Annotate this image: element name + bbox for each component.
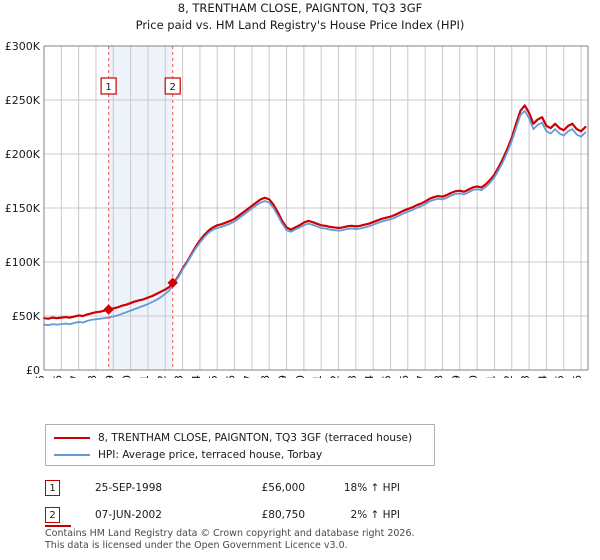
table-row[interactable]: 2 07-JUN-2002 £80,750 2% ↑ HPI (45, 501, 465, 528)
x-axis-tick-label: 2022 (502, 375, 515, 378)
annotation-label: 1 (105, 82, 111, 93)
footer-attribution: Contains HM Land Registry data © Crown c… (45, 528, 565, 551)
footer-divider (45, 525, 71, 527)
x-axis-tick-label: 2004 (190, 375, 203, 378)
x-axis-tick-label: 2021 (484, 375, 497, 378)
annotation-box (164, 77, 181, 95)
transaction-table: 1 25-SEP-1998 £56,000 18% ↑ HPI 2 07-JUN… (45, 474, 465, 528)
y-axis-tick-label: £300K (5, 40, 41, 53)
x-axis-tick-label: 2006 (225, 375, 238, 378)
x-axis-tick-label: 1996 (51, 375, 64, 378)
x-axis-tick-label: 2017 (415, 375, 428, 378)
series-line-property (42, 104, 587, 320)
transaction-date-2: 07-JUN-2002 (95, 508, 162, 521)
x-axis-tick-label: 2019 (450, 375, 463, 378)
annotation-label: 2 (170, 82, 176, 93)
x-axis-tick-label: 2015 (380, 375, 393, 378)
legend-swatch-hpi (54, 453, 90, 456)
x-axis-tick-label: 2001 (138, 375, 151, 378)
x-axis-tick-label: 2009 (277, 375, 290, 378)
x-axis-tick-label: 2002 (155, 375, 168, 378)
x-axis-tick-label: 1997 (69, 375, 82, 378)
x-axis-tick-label: 2008 (259, 375, 272, 378)
series-line-hpi (43, 109, 587, 327)
x-axis-tick-label: 2010 (294, 375, 307, 378)
x-axis-tick-label: 2013 (346, 375, 359, 378)
legend-label-hpi: HPI: Average price, terraced house, Torb… (98, 448, 323, 461)
chart-area: £0 £50K £100K £150K £200K £250K £300K 1995 1996 1… (0, 38, 600, 378)
page-title: 8, TRENTHAM CLOSE, PAIGNTON, TQ3 3GF Pri… (0, 0, 600, 34)
x-axis-tick-label: 2005 (207, 375, 220, 378)
legend-label-property: 8, TRENTHAM CLOSE, PAIGNTON, TQ3 3GF (te… (98, 431, 413, 444)
transaction-hpi-delta-1: 18% ↑ HPI (343, 481, 400, 494)
x-axis-tick-label: 1999 (103, 375, 116, 378)
x-axis-tick-label: 2003 (173, 375, 186, 378)
transaction-hpi-delta-2: 2% ↑ HPI (350, 508, 400, 521)
footer-copyright: Contains HM Land Registry data © Crown c… (45, 528, 415, 539)
x-axis-tick-label: 2000 (121, 375, 134, 378)
annotation-box (100, 77, 117, 95)
legend-item-hpi: HPI: Average price, terraced house, Torb… (54, 446, 426, 463)
table-row[interactable]: 1 25-SEP-1998 £56,000 18% ↑ HPI (45, 474, 465, 501)
title-subtitle: Price paid vs. HM Land Registry's House … (135, 18, 465, 32)
x-axis-tick-label: 1995 (34, 375, 47, 378)
x-axis-tick-label: 2025 (554, 375, 567, 378)
x-axis-tick-label: 2018 (432, 375, 445, 378)
x-axis-tick-label: 2023 (519, 375, 532, 378)
x-axis-tick-label: 1998 (86, 375, 99, 378)
y-axis-tick-label: £150K (5, 202, 41, 215)
x-axis-tick-label: 2016 (398, 375, 411, 378)
footer-licence: This data is licensed under the Open Gov… (45, 539, 348, 551)
legend-swatch-property (54, 436, 90, 439)
transaction-price-2: £80,750 (261, 508, 305, 521)
sale-point-marker (167, 277, 178, 288)
y-axis-tick-label: £0 (26, 364, 40, 377)
sale-point-marker (103, 304, 114, 315)
chart-legend: 8, TRENTHAM CLOSE, PAIGNTON, TQ3 3GF (te… (45, 424, 435, 466)
y-axis-tick-label: £250K (5, 94, 41, 107)
transaction-badge-1: 1 (45, 479, 60, 496)
x-axis-tick-label: 2012 (329, 375, 342, 378)
x-axis-tick-label: 2011 (311, 375, 324, 378)
x-axis-tick-label: 2014 (363, 375, 376, 378)
legend-item-property: 8, TRENTHAM CLOSE, PAIGNTON, TQ3 3GF (te… (54, 429, 426, 446)
x-axis-tick-label: 2026 (571, 375, 584, 378)
transaction-price-1: £56,000 (261, 481, 305, 494)
transaction-badge-2: 2 (45, 506, 60, 523)
price-history-line-chart[interactable]: £0 £50K £100K £150K £200K £250K £300K 1995 1996 1… (0, 38, 600, 378)
y-axis-tick-label: £200K (5, 148, 41, 161)
x-axis-tick-label: 2007 (242, 375, 255, 378)
x-axis-tick-label: 2020 (467, 375, 480, 378)
title-address: 8, TRENTHAM CLOSE, PAIGNTON, TQ3 3GF (177, 1, 423, 15)
x-axis-tick-label: 2024 (536, 375, 549, 378)
transaction-date-1: 25-SEP-1998 (95, 481, 163, 494)
y-axis-tick-label: £50K (12, 310, 41, 323)
y-axis-tick-label: £100K (5, 256, 41, 269)
